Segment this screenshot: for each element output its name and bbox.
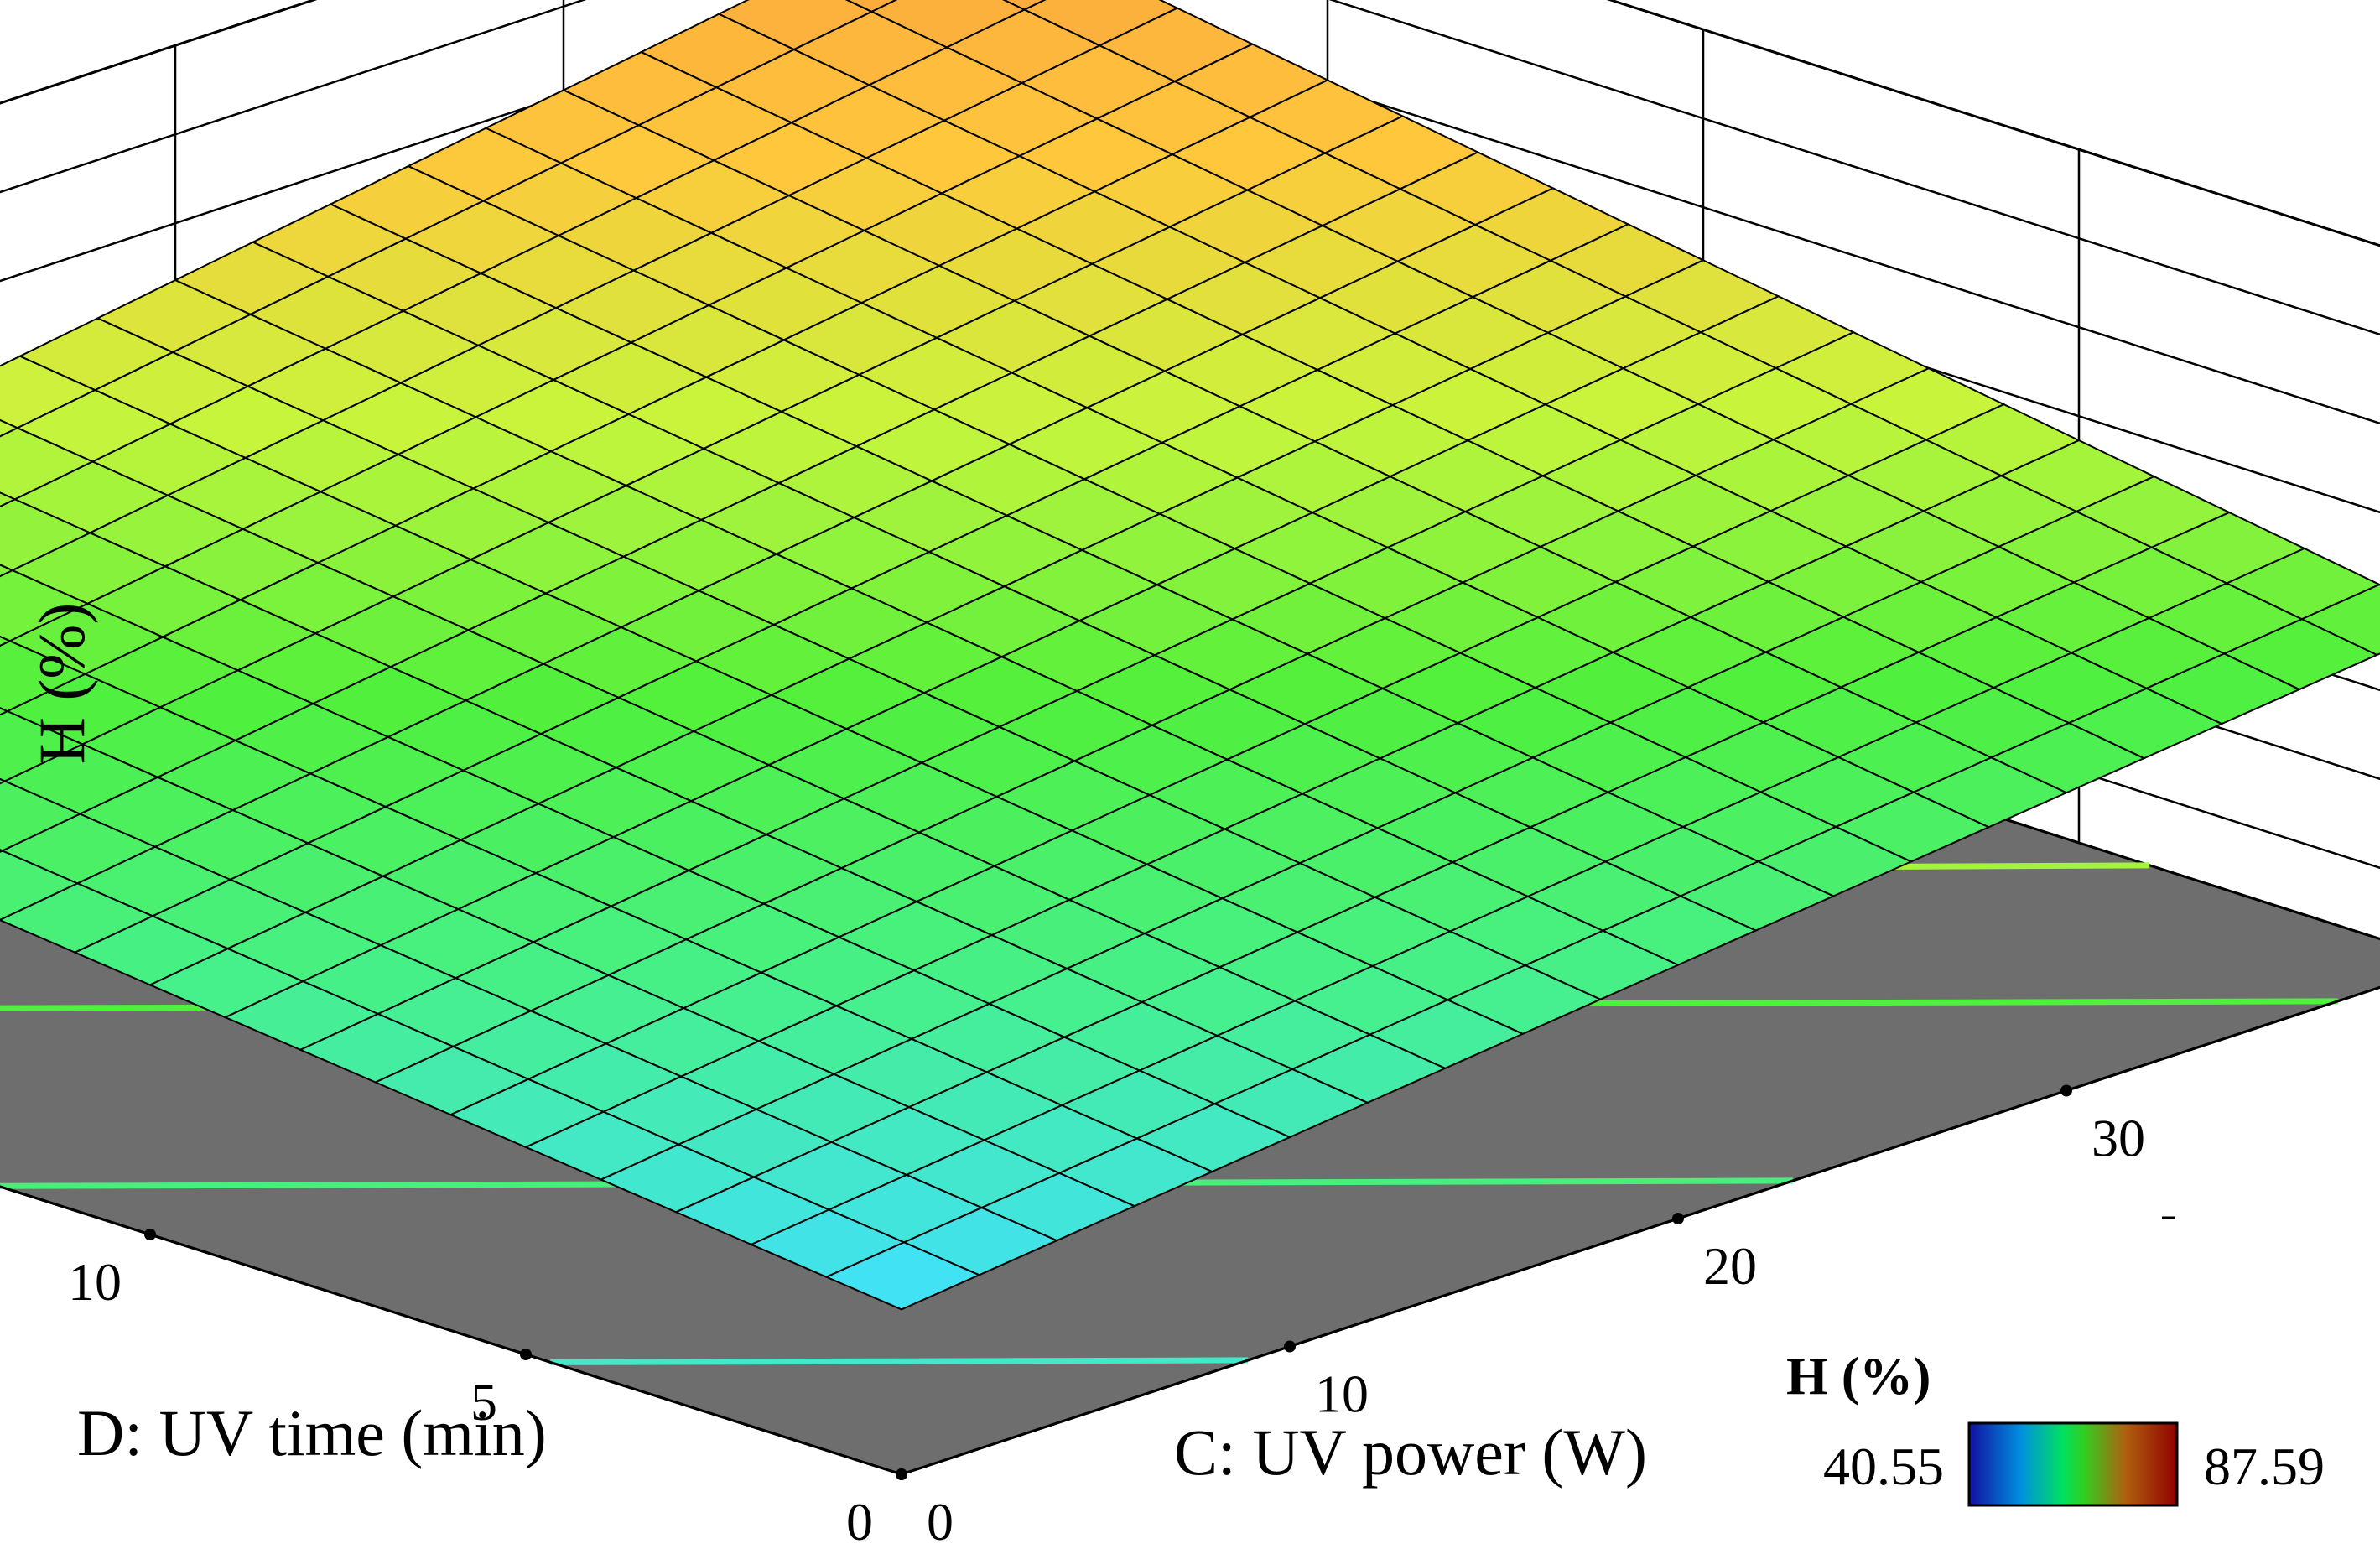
surface-cell <box>844 0 898 13</box>
y-tick-label: 5 <box>470 1372 497 1432</box>
x-tick-label: 0 <box>927 1492 954 1551</box>
floor-contour-line <box>550 1357 1249 1365</box>
y-tick-mark <box>520 1349 532 1360</box>
wall-gridline-z <box>0 0 2380 247</box>
colorbar-title: H (%) <box>1786 1346 1931 1406</box>
colorbar-legend: H (%) 40.55 87.59 <box>1786 1216 2325 1507</box>
colorbar-max-label: 87.59 <box>2204 1437 2325 1496</box>
response-surface <box>0 0 2380 1311</box>
surface-cell <box>1002 0 1047 11</box>
surface-cell <box>0 635 13 647</box>
surface-cell <box>0 564 15 578</box>
colorbar-min-label: 40.55 <box>1823 1437 1944 1496</box>
axes: 3040506070809010001020304005101520 <box>0 985 2380 1551</box>
z-axis-label: H (%) <box>25 603 98 765</box>
y-tick-mark <box>144 1229 156 1240</box>
x-tick-label: 10 <box>1315 1364 1369 1424</box>
colorbar-gradient <box>1967 1421 2179 1507</box>
x-tick-mark <box>1284 1340 1296 1353</box>
x-tick-mark <box>2060 1084 2072 1097</box>
x-axis-label: C: UV power (W) <box>1174 1416 1647 1489</box>
x-tick-mark <box>1672 1213 1684 1224</box>
surface-cell <box>0 491 18 508</box>
y-tick-label: 0 <box>846 1492 873 1551</box>
surface-cell <box>824 1241 982 1311</box>
y-axis-label: D: UV time (min) <box>77 1396 547 1469</box>
surface-cell <box>0 418 20 438</box>
y-tick-mark <box>896 1468 907 1480</box>
x-tick-label: 30 <box>2092 1109 2145 1168</box>
wall-gridline-z <box>0 0 2380 425</box>
x-tick-label: 20 <box>1703 1236 1757 1296</box>
wall-gridline-z <box>0 0 2380 336</box>
y-tick-label: 10 <box>68 1252 122 1312</box>
